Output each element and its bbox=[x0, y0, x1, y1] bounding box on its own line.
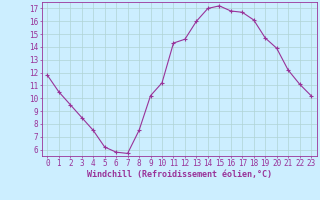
X-axis label: Windchill (Refroidissement éolien,°C): Windchill (Refroidissement éolien,°C) bbox=[87, 170, 272, 179]
